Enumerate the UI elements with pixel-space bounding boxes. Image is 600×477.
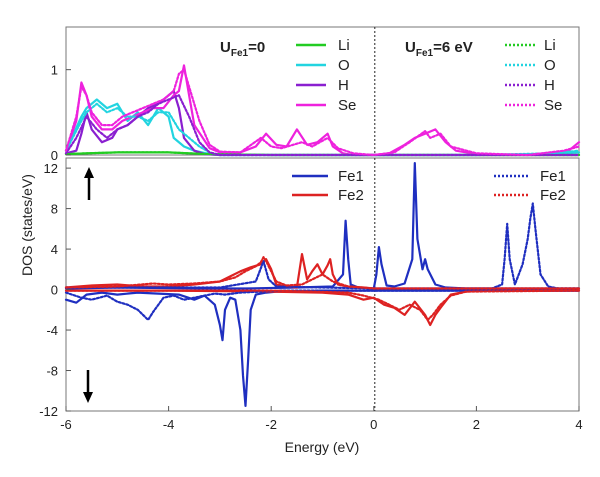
y-tick-label: -4 (46, 323, 58, 338)
series-fe1-u0-down (64, 289, 581, 407)
x-tick-label: 2 (473, 417, 480, 432)
top-y-ticks: 01 (51, 63, 71, 163)
x-tick-label: -4 (163, 417, 175, 432)
x-tick-label: 0 (370, 417, 377, 432)
series-h-u0 (64, 89, 581, 157)
top-series-layer (64, 64, 581, 157)
bottom-left-legend: Fe1 Fe2 (292, 168, 364, 204)
x-tick-label: -2 (265, 417, 277, 432)
legend-label: Fe2 (338, 187, 364, 204)
legend-label: Li (544, 37, 556, 54)
bottom-y-ticks: 12 8 4 0 -4 -8 -12 (39, 161, 71, 419)
bottom-series-layer (64, 162, 581, 407)
series-h-u6 (64, 94, 581, 157)
series-fe1-u0-up (64, 162, 581, 290)
y-tick-label: 0 (51, 283, 58, 298)
y-axis-label: DOS (states/eV) (19, 174, 35, 276)
legend-label: Se (544, 97, 562, 114)
legend-title-u0: UFe1=0 (220, 39, 265, 59)
y-tick-label: -12 (39, 404, 58, 419)
legend-label: Se (338, 97, 356, 114)
series-fe2-u6-up (64, 256, 581, 290)
legend-label: H (544, 77, 555, 94)
series-fe1-u6-up (64, 202, 581, 290)
series-fe1-u6-down (64, 289, 581, 321)
series-se-u6 (64, 68, 581, 157)
y-tick-label: -8 (46, 364, 58, 379)
bottom-x-ticks: -6 -4 -2 0 2 4 (60, 406, 583, 432)
spin-up-arrow (84, 167, 94, 200)
legend-label: H (338, 77, 349, 94)
legend-label: Fe2 (540, 187, 566, 204)
x-tick-label: -6 (60, 417, 72, 432)
series-fe2-u6-down (64, 289, 581, 321)
y-tick-label: 4 (51, 242, 58, 257)
y-tick-label: 0 (51, 148, 58, 163)
series-se-u0 (64, 64, 581, 157)
top-left-legend: UFe1=0 Li O H Se (220, 37, 356, 114)
x-tick-label: 4 (575, 417, 582, 432)
legend-label: Fe1 (338, 168, 364, 185)
y-tick-label: 1 (51, 63, 58, 78)
bottom-panel-frame (65, 157, 580, 412)
top-right-legend: UFe1=6 eV Li O H Se (405, 37, 562, 114)
spin-down-arrow (83, 370, 93, 403)
series-fe2-u0-down (64, 289, 581, 327)
legend-title-u6: UFe1=6 eV (405, 39, 473, 59)
legend-label: O (338, 57, 350, 74)
bottom-right-legend: Fe1 Fe2 (494, 168, 566, 204)
legend-label: O (544, 57, 556, 74)
y-tick-label: 12 (44, 161, 58, 176)
x-axis-label: Energy (eV) (285, 439, 360, 455)
legend-label: Li (338, 37, 350, 54)
legend-label: Fe1 (540, 168, 566, 185)
y-tick-label: 8 (51, 202, 58, 217)
